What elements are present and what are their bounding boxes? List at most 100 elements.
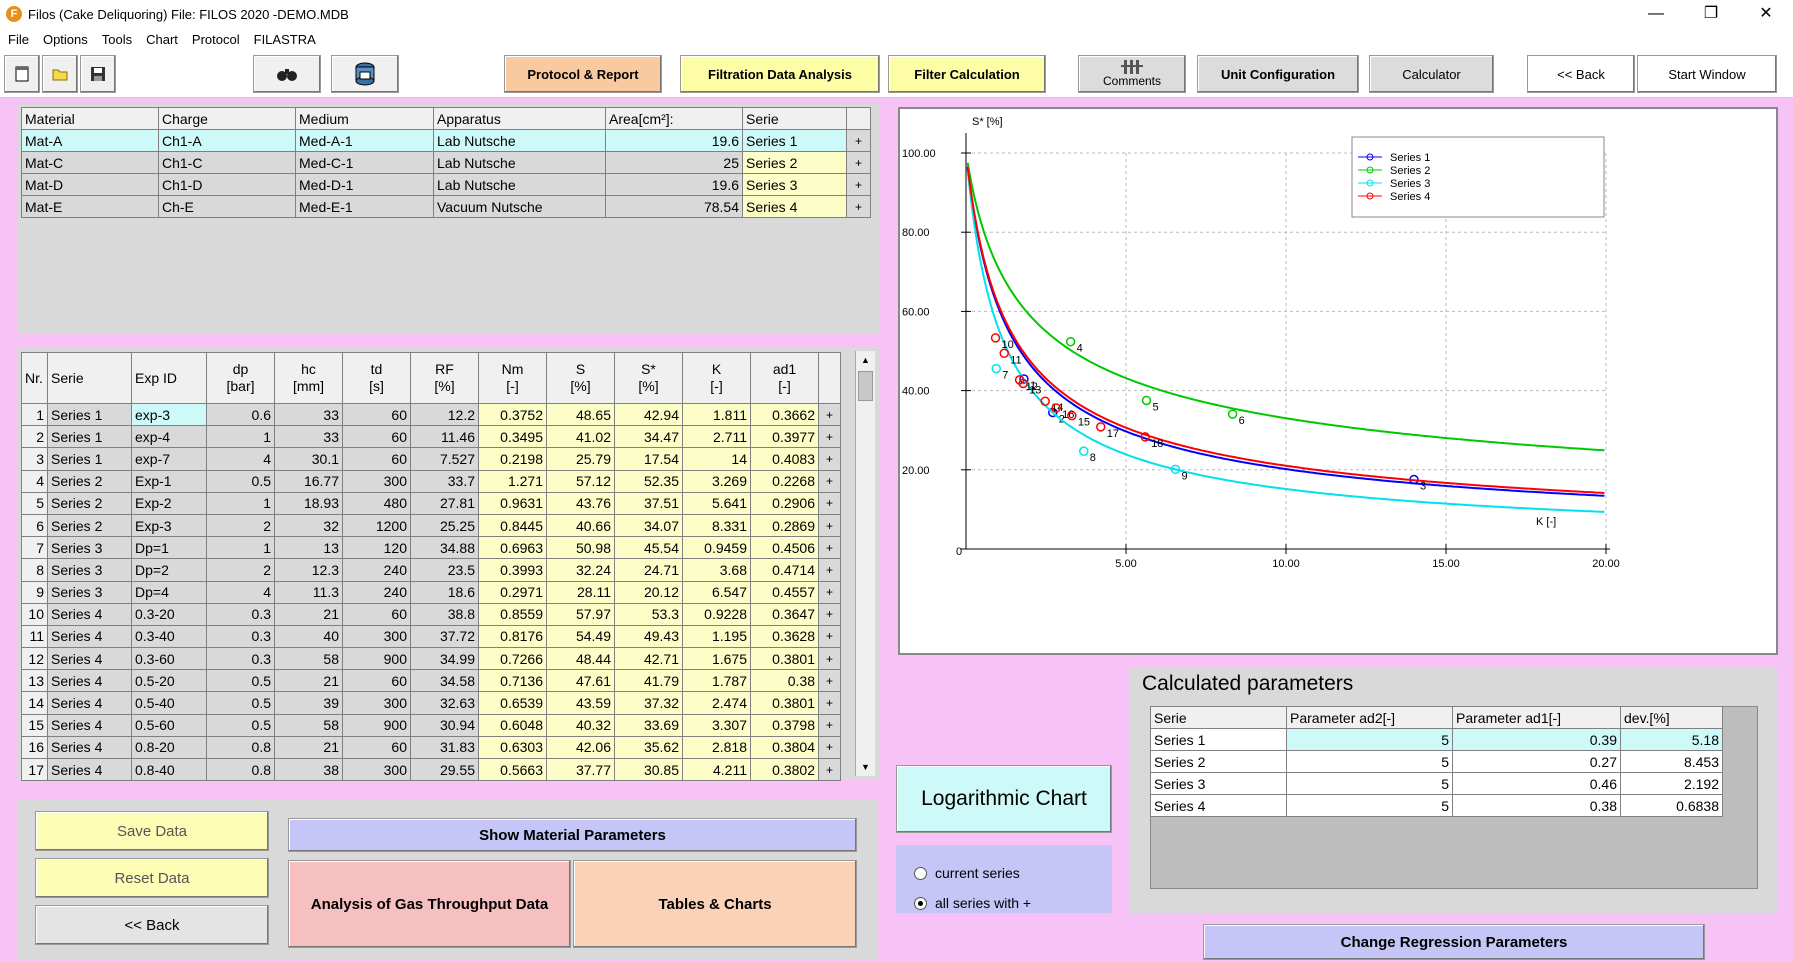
table-row[interactable]: 15 Series 4 0.5-60 0.5 58 900 30.94 0.6048 40.32… (21, 713, 841, 737)
table-cell[interactable]: 33.7 (410, 469, 479, 493)
table-cell[interactable]: exp-7 (131, 447, 207, 471)
table-cell[interactable]: 9 (21, 580, 48, 604)
row-plus[interactable]: + (818, 513, 841, 538)
calculated-cell[interactable]: 5 (1286, 772, 1453, 795)
table-cell[interactable]: 37.72 (410, 624, 479, 649)
protocol-report-button[interactable]: Protocol & Report (504, 55, 662, 93)
table-cell[interactable]: Series 1 (47, 425, 132, 449)
table-cell[interactable]: 10 (21, 602, 48, 626)
col-apparatus[interactable]: Apparatus (433, 107, 606, 130)
table-cell[interactable]: Series 3 (47, 580, 132, 604)
table-cell[interactable]: 0.5-60 (131, 713, 207, 737)
table-cell[interactable]: 0.2869 (750, 513, 819, 538)
table-cell[interactable]: 0.3-40 (131, 624, 207, 649)
scroll-up-icon[interactable]: ▲ (861, 355, 870, 365)
back-bottom-button[interactable]: << Back (35, 905, 269, 945)
calculated-cell[interactable]: 0.39 (1452, 728, 1621, 751)
row-plus[interactable]: + (818, 558, 841, 582)
data-col-header[interactable]: Nr. (21, 352, 48, 404)
table-cell[interactable]: 900 (342, 713, 411, 737)
table-cell[interactable]: 1.195 (682, 624, 751, 649)
table-cell[interactable]: 300 (342, 691, 411, 715)
row-plus[interactable]: + (818, 491, 841, 515)
table-cell[interactable]: 21 (274, 602, 343, 626)
table-cell[interactable]: 6.547 (682, 580, 751, 604)
table-cell[interactable]: 1.811 (682, 402, 751, 427)
table-cell[interactable]: Series 4 (47, 624, 132, 649)
radio-all-series[interactable]: all series with + (914, 895, 1031, 911)
table-cell[interactable]: 0.2198 (478, 447, 547, 471)
radio-current-series[interactable]: current series (914, 865, 1020, 881)
table-cell[interactable]: 30.85 (614, 757, 683, 782)
material-cell[interactable]: 19.6 (605, 129, 743, 152)
row-plus[interactable]: + (818, 669, 841, 693)
calculated-cell[interactable]: Series 2 (1150, 750, 1287, 773)
table-cell[interactable]: 0.3 (206, 647, 275, 671)
table-cell[interactable]: 58 (274, 647, 343, 671)
table-cell[interactable]: 16 (21, 735, 48, 760)
table-cell[interactable]: 34.07 (614, 513, 683, 538)
material-cell[interactable]: Lab Nutsche (433, 151, 606, 174)
table-cell[interactable]: 4.211 (682, 757, 751, 782)
material-cell[interactable]: Ch1-C (158, 151, 296, 174)
table-cell[interactable]: 60 (342, 402, 411, 427)
table-cell[interactable]: 0.3801 (750, 691, 819, 715)
material-cell[interactable]: Lab Nutsche (433, 173, 606, 196)
table-cell[interactable]: 0.8 (206, 735, 275, 760)
table-cell[interactable]: 1 (206, 491, 275, 515)
table-cell[interactable]: 900 (342, 647, 411, 671)
table-cell[interactable]: Exp-1 (131, 469, 207, 493)
table-cell[interactable]: 0.3801 (750, 647, 819, 671)
data-col-header[interactable]: Exp ID (131, 352, 207, 404)
data-col-header[interactable]: Serie (47, 352, 132, 404)
table-cell[interactable]: 0.9459 (682, 536, 751, 560)
table-cell[interactable]: 0.3798 (750, 713, 819, 737)
row-plus[interactable]: + (818, 469, 841, 493)
save-data-button[interactable]: Save Data (35, 811, 269, 851)
table-cell[interactable]: 0.4557 (750, 580, 819, 604)
table-cell[interactable]: 14 (682, 447, 751, 471)
table-cell[interactable]: Series 4 (47, 735, 132, 760)
table-cell[interactable]: 32.24 (546, 558, 615, 582)
filtration-data-analysis-button[interactable]: Filtration Data Analysis (680, 55, 880, 93)
table-cell[interactable]: 2 (21, 425, 48, 449)
table-cell[interactable]: 40 (274, 624, 343, 649)
row-plus[interactable]: + (818, 691, 841, 715)
row-plus[interactable]: + (818, 536, 841, 560)
table-row[interactable]: 12 Series 4 0.3-60 0.3 58 900 34.99 0.7266 48.44… (21, 647, 841, 671)
table-cell[interactable]: Series 4 (47, 669, 132, 693)
table-cell[interactable]: 52.35 (614, 469, 683, 493)
table-cell[interactable]: Series 1 (47, 447, 132, 471)
table-row[interactable]: 9 Series 3 Dp=4 4 11.3 240 18.6 0.2971 28.11 20.1… (21, 580, 841, 604)
table-cell[interactable]: 39 (274, 691, 343, 715)
row-plus[interactable]: + (818, 602, 841, 626)
table-cell[interactable]: 57.97 (546, 602, 615, 626)
table-cell[interactable]: Series 4 (47, 757, 132, 782)
table-cell[interactable]: 12.3 (274, 558, 343, 582)
table-cell[interactable]: 4 (206, 580, 275, 604)
menu-chart[interactable]: Chart (146, 31, 178, 47)
table-cell[interactable]: 0.2268 (750, 469, 819, 493)
table-cell[interactable]: 27.81 (410, 491, 479, 515)
table-cell[interactable]: 60 (342, 669, 411, 693)
table-cell[interactable]: Series 1 (47, 402, 132, 427)
table-cell[interactable]: 37.51 (614, 491, 683, 515)
calculated-row[interactable]: Series 4 5 0.38 0.6838 (1150, 794, 1723, 817)
filter-calculation-button[interactable]: Filter Calculation (888, 55, 1046, 93)
table-cell[interactable]: 48.44 (546, 647, 615, 671)
change-regression-parameters-button[interactable]: Change Regression Parameters (1203, 924, 1705, 960)
table-cell[interactable]: 0.3 (206, 602, 275, 626)
table-cell[interactable]: 0.6048 (478, 713, 547, 737)
table-cell[interactable]: 0.3804 (750, 735, 819, 760)
data-col-header[interactable]: ad1 [-] (750, 352, 819, 404)
row-plus[interactable]: + (818, 402, 841, 427)
table-cell[interactable]: Dp=4 (131, 580, 207, 604)
table-cell[interactable]: 13 (274, 536, 343, 560)
table-cell[interactable]: 1200 (342, 513, 411, 538)
database-button[interactable] (331, 55, 399, 93)
material-cell[interactable]: 78.54 (605, 195, 743, 218)
table-cell[interactable]: 40.66 (546, 513, 615, 538)
table-cell[interactable]: 21 (274, 735, 343, 760)
table-cell[interactable]: Series 4 (47, 691, 132, 715)
table-cell[interactable]: 300 (342, 757, 411, 782)
